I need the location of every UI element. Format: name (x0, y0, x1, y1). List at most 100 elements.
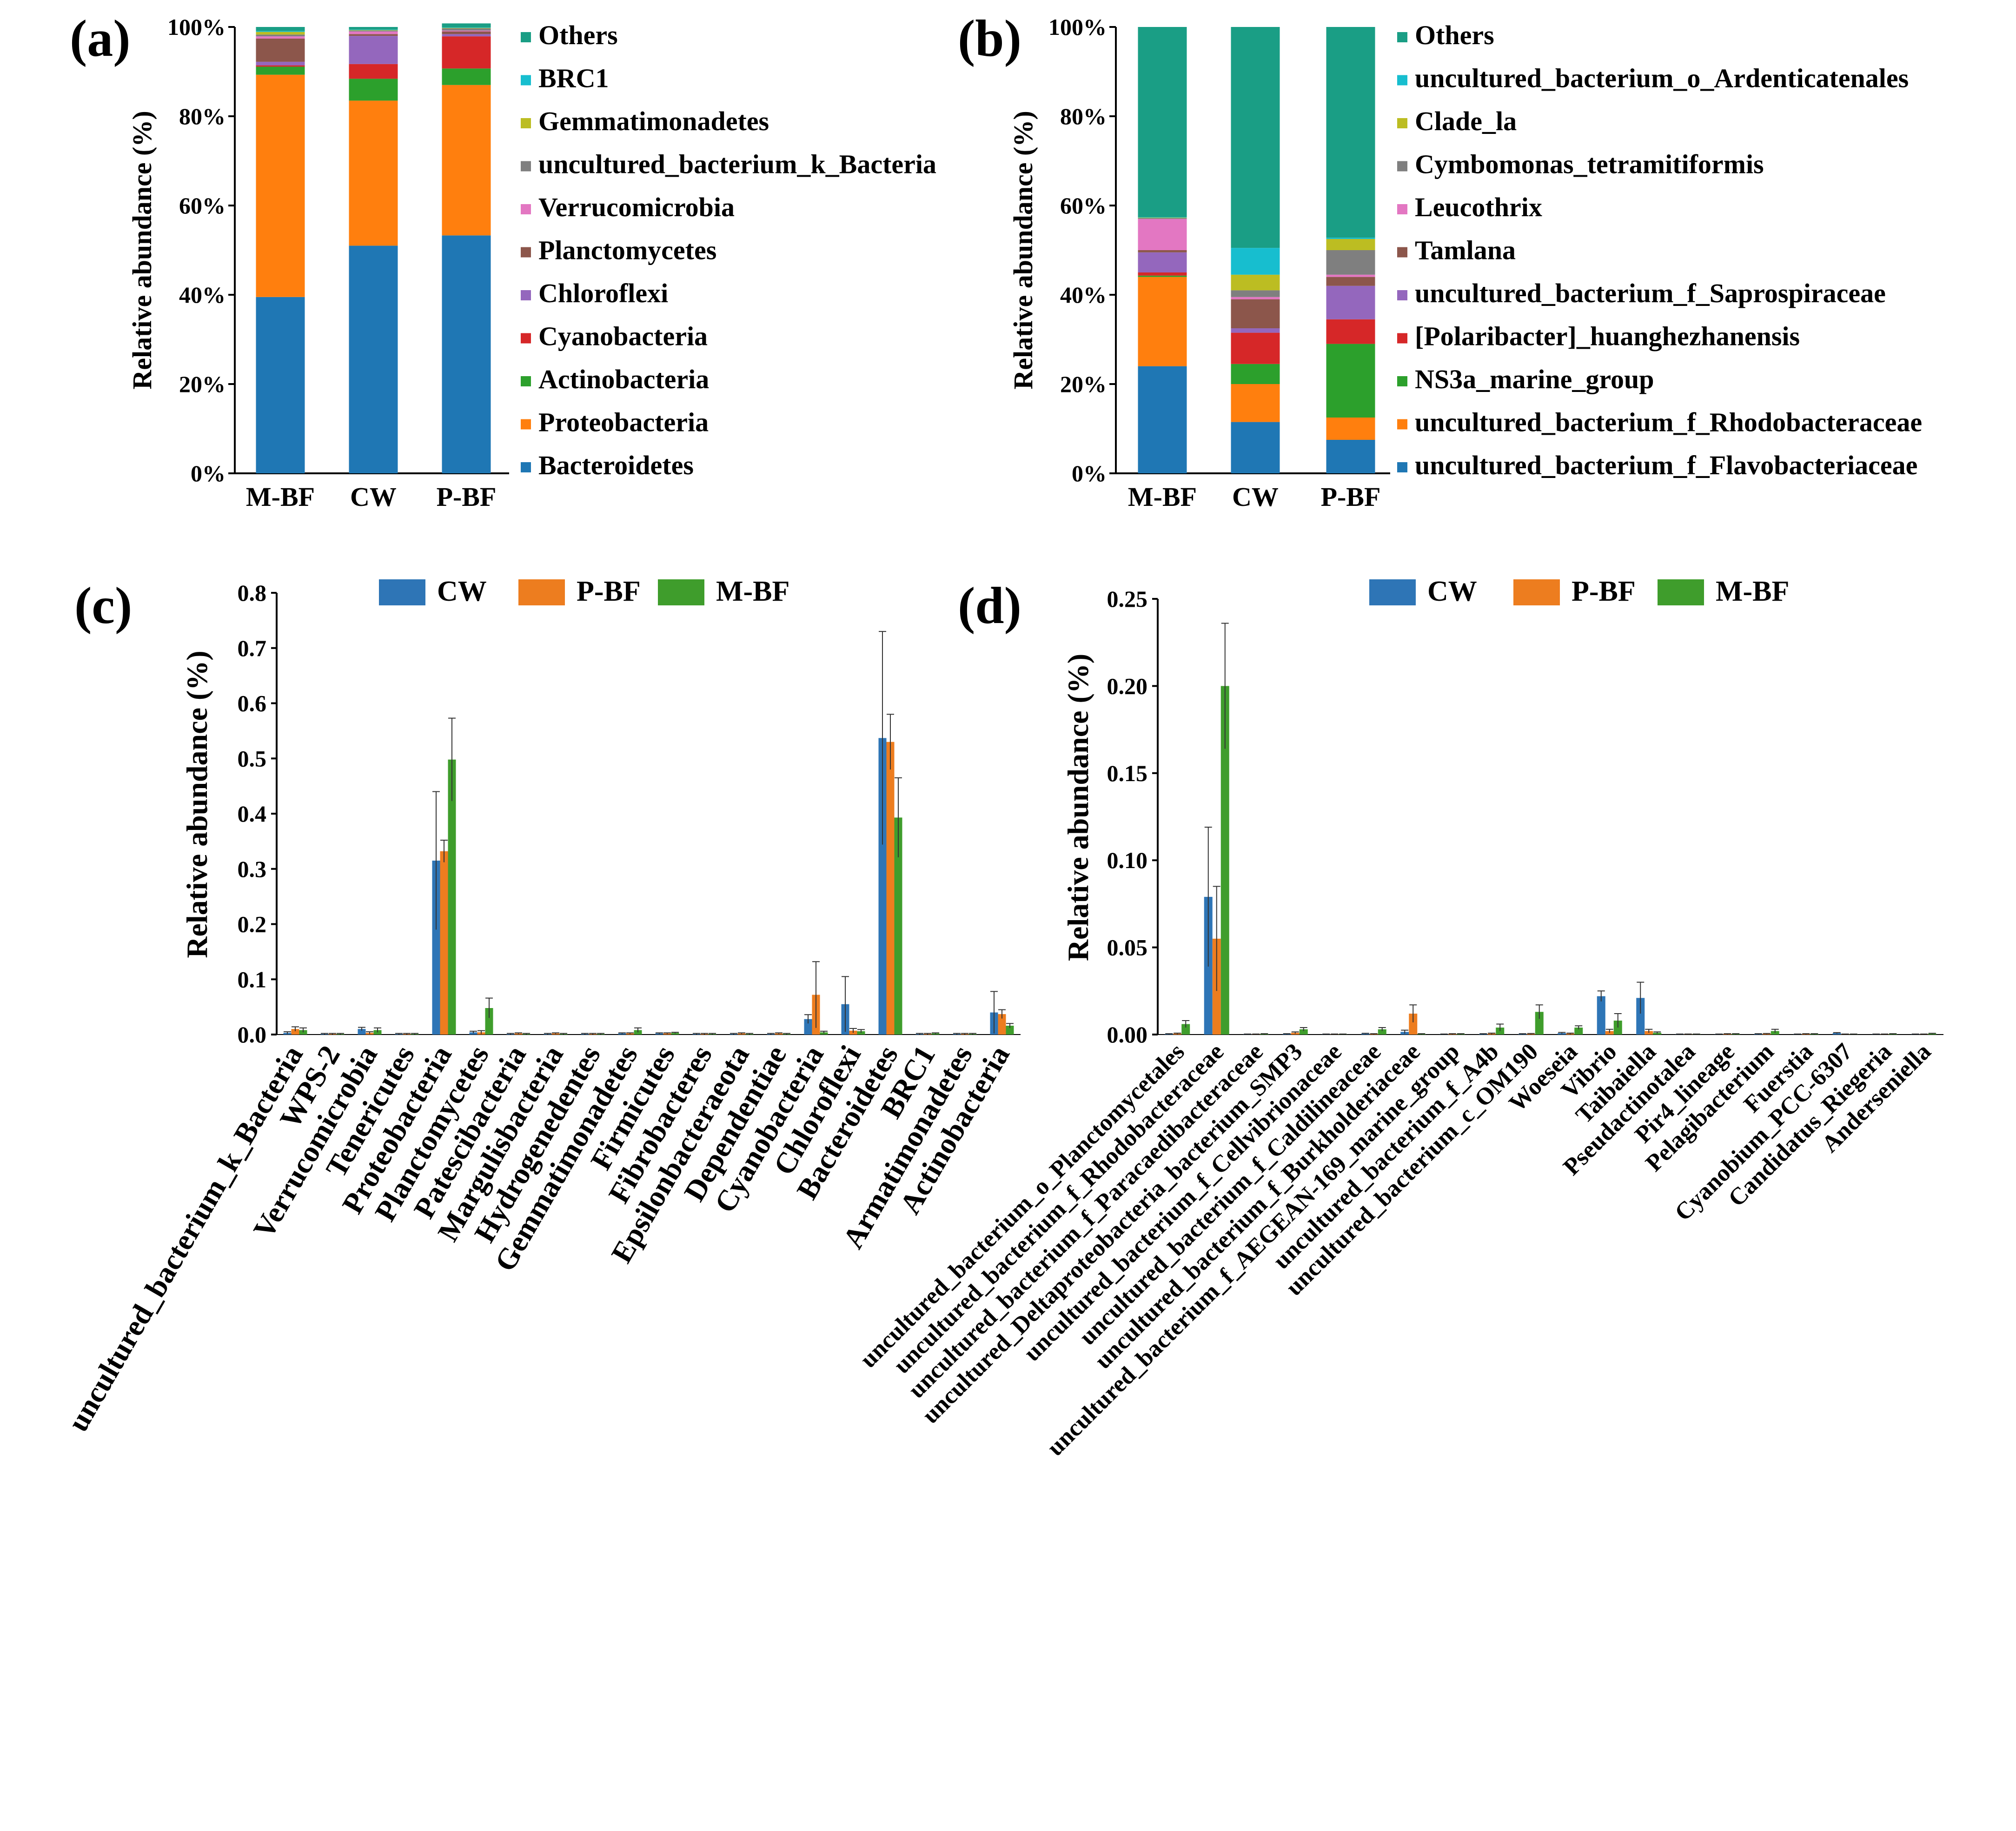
legend-swatch (1397, 75, 1407, 86)
bar (1558, 1033, 1566, 1035)
stack-segment (442, 235, 491, 473)
bar (291, 1029, 299, 1035)
stack-segment (256, 32, 305, 35)
stack-segment (1231, 290, 1280, 297)
legend-label: uncultured_bacterium_o_Ardenticatenales (1415, 63, 1909, 93)
legend-label: uncultured_bacterium_f_Rhodobacteraceae (1415, 407, 1922, 438)
y-tick-label: 0.8 (238, 580, 267, 606)
panel-d-chart: 0.00 0.05 0.10 0.15 0.20 0.25 Relative abundan… (855, 576, 1943, 1461)
y-tick-label: 40% (179, 282, 225, 308)
legend-label: M-BF (1716, 576, 1789, 607)
stack-segment (1138, 218, 1187, 219)
stack-segment (256, 27, 305, 31)
legend-label: uncultured_bacterium_k_Bacteria (538, 149, 936, 179)
stack-segment (349, 245, 398, 473)
y-tick-label: 20% (179, 371, 225, 397)
stack-segment (1326, 319, 1375, 344)
stack-segment (1326, 440, 1375, 473)
stack-segment (1138, 252, 1187, 272)
legend-label: Proteobacteria (538, 407, 709, 438)
y-tick-label: 80% (1060, 103, 1107, 129)
stack-segment (1231, 297, 1280, 299)
stack-segment (256, 61, 305, 66)
y-tick-label: 0.4 (238, 801, 267, 827)
legend-label: CW (1427, 576, 1477, 607)
bar (1636, 998, 1645, 1035)
legend-swatch (1397, 161, 1407, 172)
panel-b-chart: 0% 20% 40% 60% 80% 100% Relative abundance (%)… (1008, 14, 1922, 512)
y-tick-label: 0.3 (238, 856, 267, 882)
legend-swatch (1513, 579, 1560, 605)
bar (998, 1014, 1006, 1035)
stack-segment (349, 36, 398, 64)
legend-label: NS3a_marine_group (1415, 364, 1654, 394)
y-tick-label: 0% (191, 460, 225, 486)
stack-segment (442, 68, 491, 85)
y-axis-title: Relative abundance (%) (1061, 654, 1094, 961)
legend-label: uncultured_bacterium_f_Flavobacteriaceae (1415, 450, 1917, 480)
stack-segment (1138, 219, 1187, 250)
stack-segment (1138, 277, 1187, 366)
y-tick-label: 0.1 (238, 966, 267, 992)
stack-segment (1231, 248, 1280, 275)
legend-label: Cymbomonas_tetramitiformis (1415, 149, 1764, 179)
stack-segment (256, 31, 305, 32)
bar (804, 1019, 812, 1035)
panel-c-label: (c) (74, 577, 132, 635)
x-tick-label: P-BF (1321, 482, 1381, 512)
y-tick-label: 0.20 (1107, 673, 1148, 699)
bar (1597, 996, 1605, 1035)
x-tick-label: CW (350, 482, 397, 512)
legend-label: P-BF (1572, 576, 1636, 607)
x-tick-label: M-BF (1128, 482, 1197, 512)
stack-segment (442, 34, 491, 37)
stack-segment (349, 31, 398, 34)
stack-segment (349, 34, 398, 36)
y-tick-label: 0.15 (1107, 760, 1148, 786)
bar (440, 851, 448, 1035)
legend-swatch (1397, 333, 1407, 344)
legend-label: uncultured_bacterium_f_Saprospiraceae (1415, 278, 1886, 308)
bar (1928, 1034, 1936, 1035)
y-tick-label: 60% (1060, 192, 1107, 219)
bar (1409, 1014, 1418, 1035)
stack-segment (1231, 384, 1280, 422)
stack-segment (349, 30, 398, 31)
bar (1181, 1024, 1190, 1035)
stack-segment (1231, 274, 1280, 291)
legend-label: BRC1 (538, 63, 609, 93)
stack-segment (442, 85, 491, 236)
legend-label: Others (538, 20, 618, 50)
legend-swatch (658, 579, 704, 605)
y-tick-label: 100% (1048, 14, 1107, 40)
panel-a-label: (a) (70, 10, 131, 67)
y-axis-title: Relative abundance (%) (180, 650, 213, 958)
bar (1361, 1034, 1370, 1035)
legend-label: Tamlana (1415, 235, 1516, 265)
bar (1378, 1029, 1386, 1035)
bar (448, 759, 456, 1035)
y-tick-label: 0.25 (1107, 586, 1148, 612)
stack-segment (442, 27, 491, 28)
legend-label: CW (437, 576, 487, 607)
y-tick-label: 80% (179, 103, 225, 129)
bar (886, 742, 895, 1035)
panel-d-label: (d) (958, 577, 1021, 635)
bar (432, 860, 440, 1035)
y-tick-label: 60% (179, 192, 225, 219)
stack-segment (442, 23, 491, 27)
bar (894, 817, 902, 1035)
legend-swatch (1397, 376, 1407, 386)
legend-swatch (521, 247, 531, 258)
legend-swatch (1397, 290, 1407, 300)
stack-segment (1326, 418, 1375, 440)
stack-segment (1326, 238, 1375, 239)
stack-segment (256, 38, 305, 62)
stack-segment (1138, 275, 1187, 277)
stack-segment (1326, 285, 1375, 319)
stack-segment (1231, 27, 1280, 248)
legend-label: Gemmatimonadetes (538, 106, 769, 136)
panel-c-chart: 0.0 0.1 0.2 0.3 0.4 0.5 0.6 0.7 0.8 Relative abun… (61, 576, 1021, 1437)
bar (1832, 1033, 1841, 1035)
legend-label: Bacteroidetes (538, 450, 694, 480)
